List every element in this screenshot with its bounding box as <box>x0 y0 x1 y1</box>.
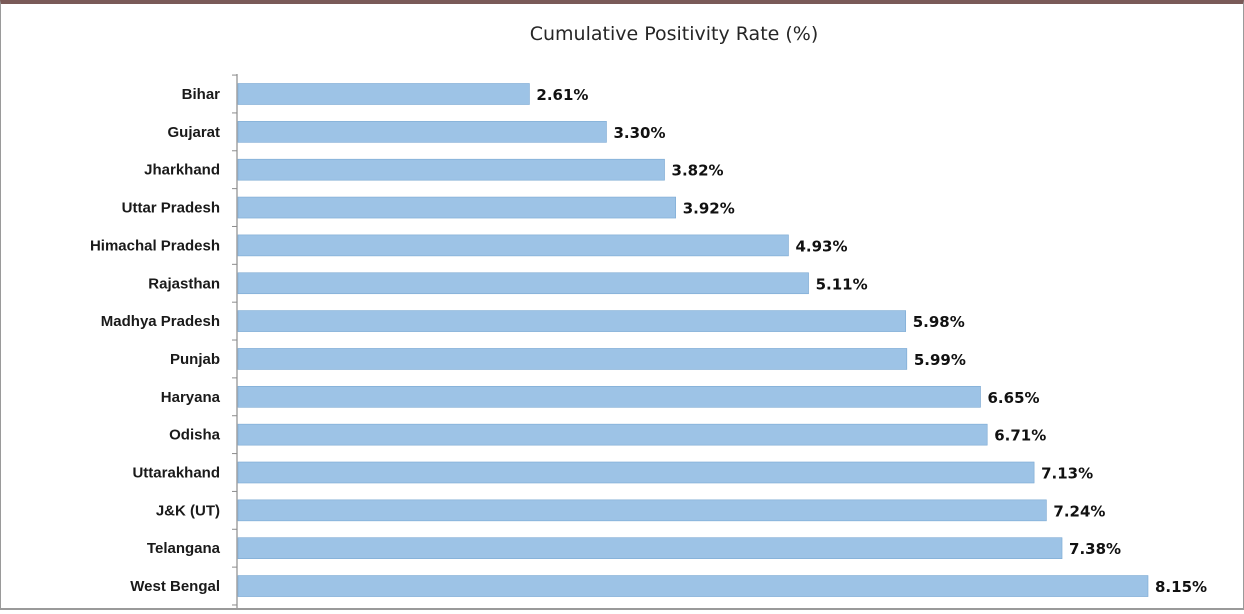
category-label: Jharkhand <box>144 162 220 179</box>
category-label: Haryana <box>161 389 221 406</box>
bar <box>237 83 530 105</box>
data-label: 3.92% <box>683 200 735 218</box>
data-label: 8.15% <box>1155 578 1207 596</box>
data-label: 5.99% <box>914 351 966 369</box>
data-label: 4.93% <box>795 237 847 255</box>
category-label: West Bengal <box>130 578 220 595</box>
data-label: 6.65% <box>988 389 1040 407</box>
bar <box>237 348 908 370</box>
bar <box>237 272 809 295</box>
data-label: 3.30% <box>613 124 665 142</box>
chart-title: Cumulative Positivity Rate (%) <box>530 23 819 45</box>
category-label: Uttarakhand <box>132 465 220 482</box>
bar <box>237 537 1063 560</box>
data-label: 7.24% <box>1053 502 1105 520</box>
bar <box>237 461 1035 484</box>
bar <box>237 158 665 181</box>
data-label: 3.82% <box>672 162 724 180</box>
data-label: 2.61% <box>536 86 588 104</box>
category-label: Gujarat <box>167 124 220 141</box>
data-label: 5.98% <box>913 313 965 331</box>
bar <box>237 234 789 257</box>
category-label: Himachal Pradesh <box>90 237 220 254</box>
bar <box>237 310 907 332</box>
data-label: 7.13% <box>1041 465 1093 483</box>
category-label: Rajasthan <box>148 275 220 292</box>
category-label: Madhya Pradesh <box>101 313 220 330</box>
data-label: 6.71% <box>994 427 1046 445</box>
bar <box>237 575 1149 597</box>
bar <box>237 499 1047 522</box>
category-label: Uttar Pradesh <box>122 200 220 217</box>
bar <box>237 385 981 408</box>
category-label: J&K (UT) <box>156 502 220 519</box>
bar <box>237 423 988 446</box>
bar <box>237 121 607 143</box>
data-label: 5.11% <box>816 275 868 293</box>
category-label: Punjab <box>170 351 220 368</box>
bar <box>237 196 676 219</box>
category-label: Bihar <box>182 86 221 103</box>
category-label: Odisha <box>169 427 221 444</box>
bar-chart: Cumulative Positivity Rate (%) Bihar Guja… <box>90 23 1207 608</box>
category-label: Telangana <box>147 540 221 557</box>
data-label: 7.38% <box>1069 540 1121 558</box>
